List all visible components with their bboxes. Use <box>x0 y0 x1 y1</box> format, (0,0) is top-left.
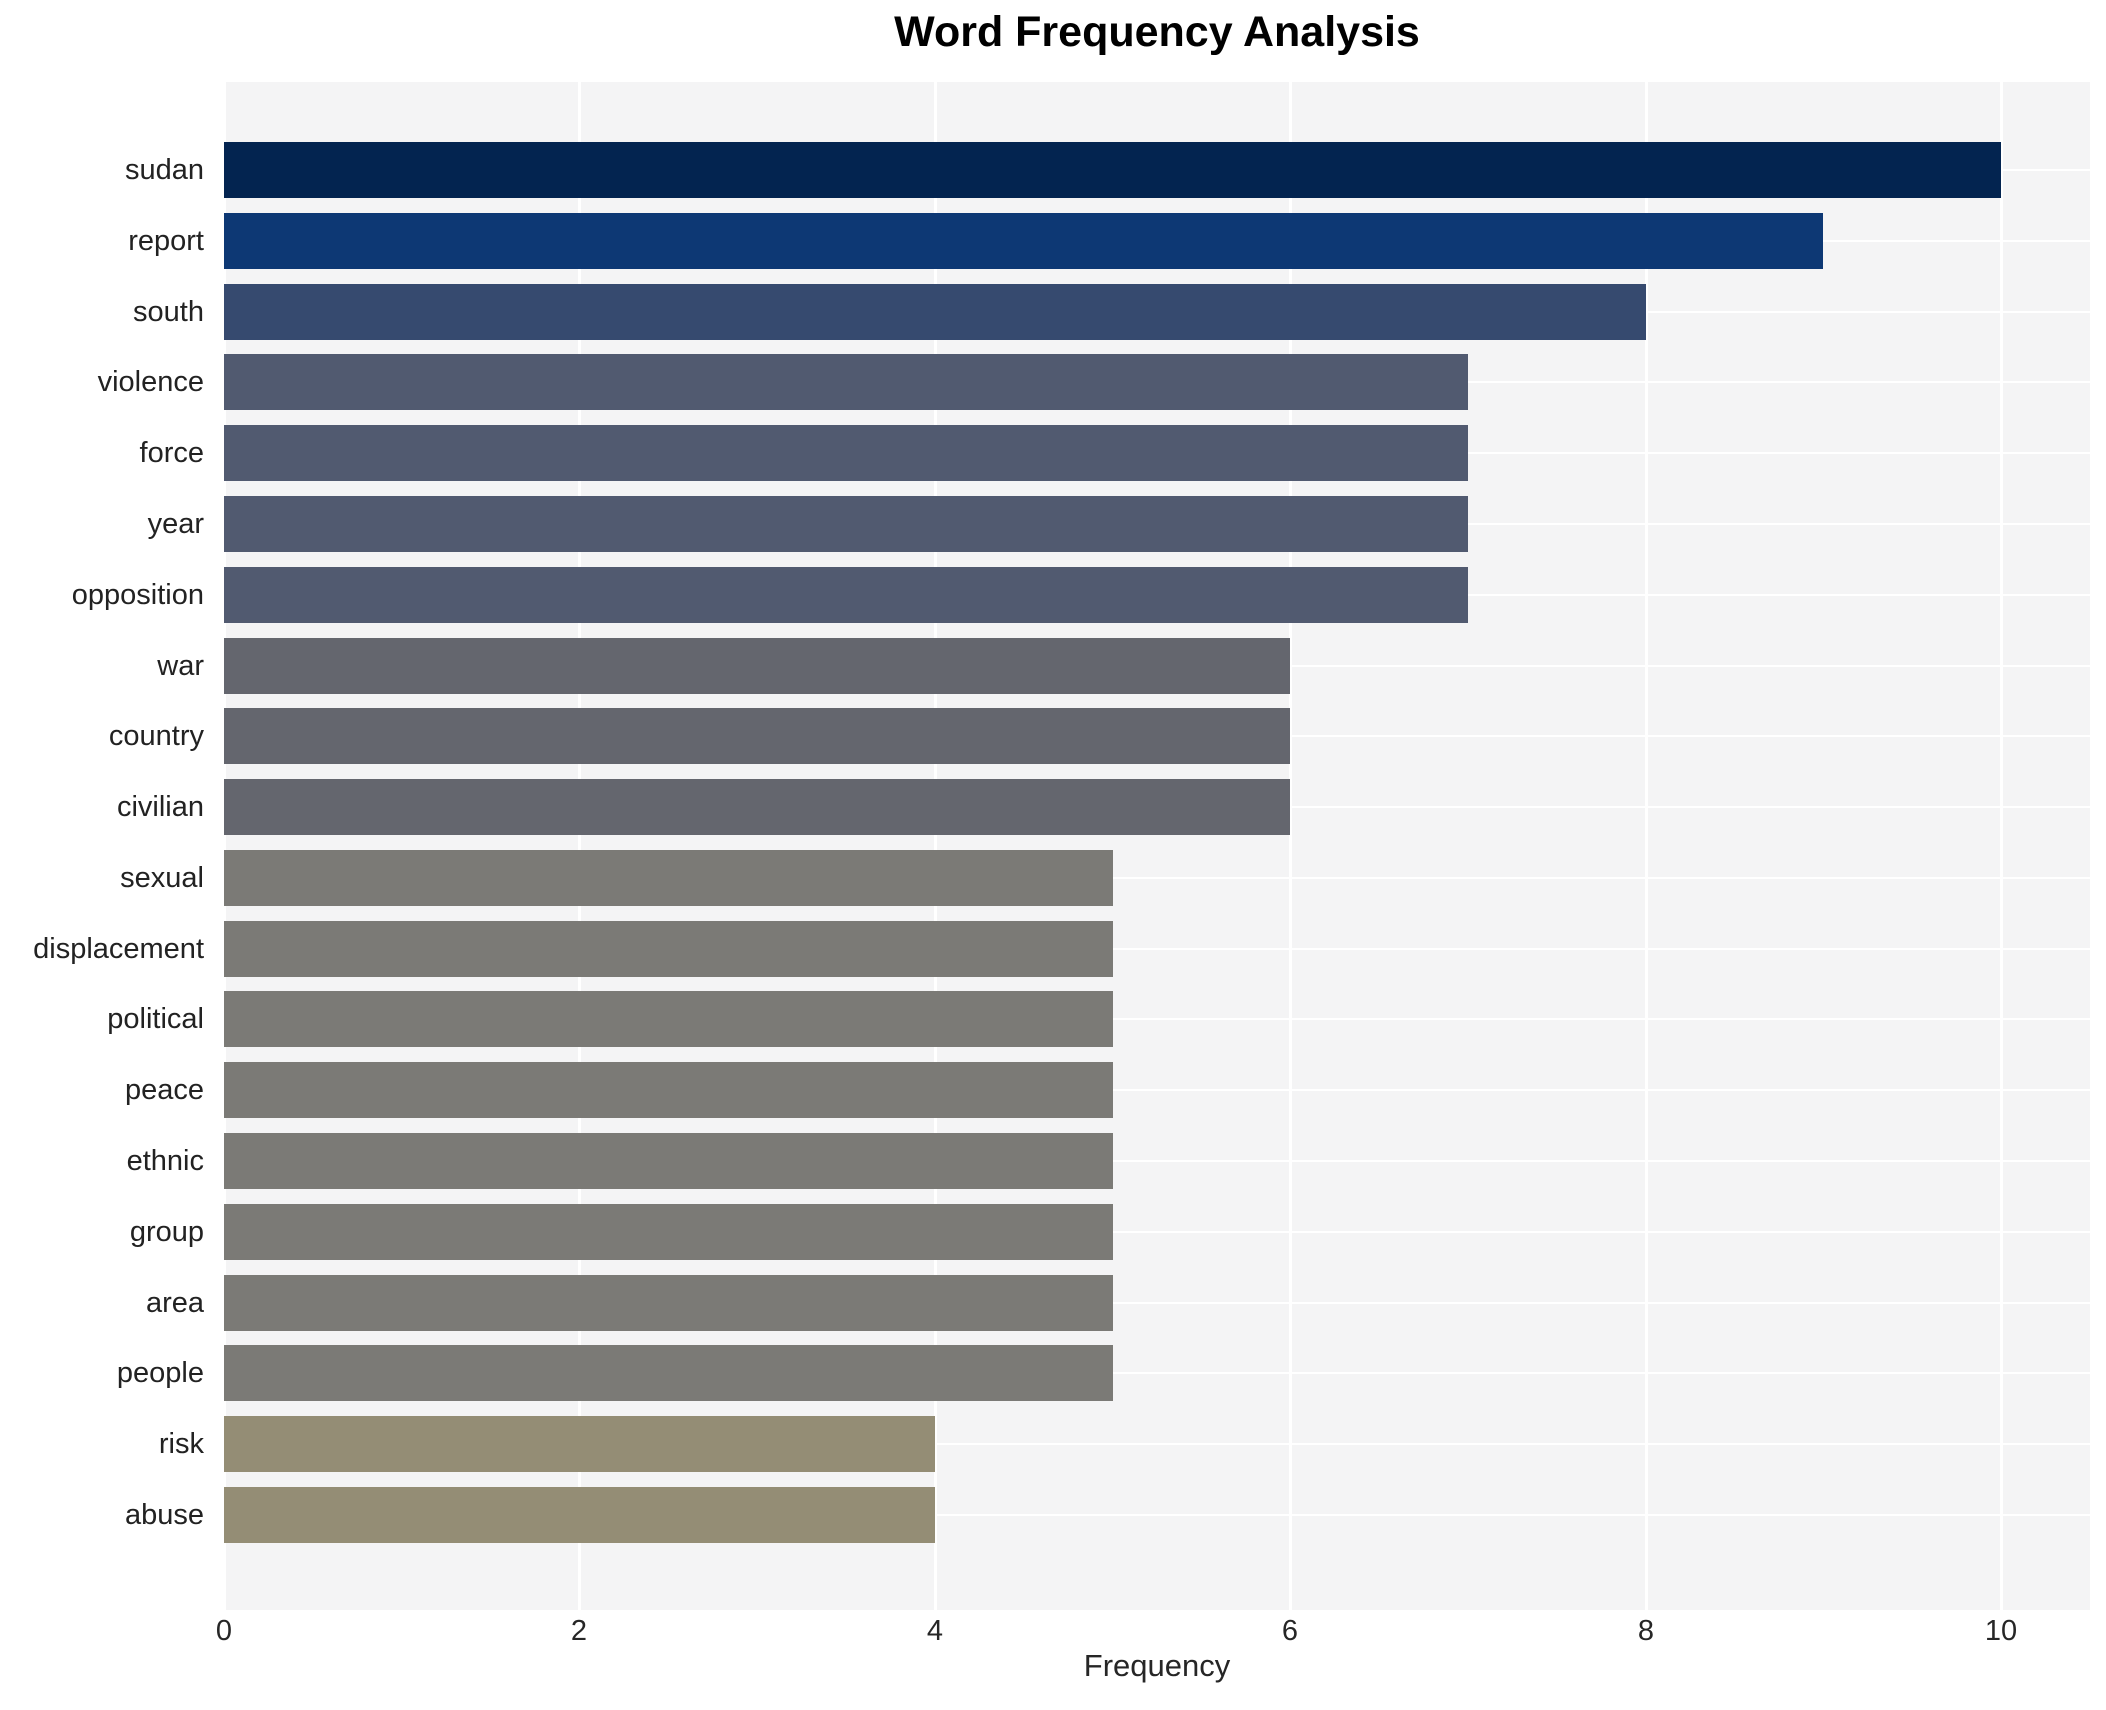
x-tick-label-8: 8 <box>1637 1615 1655 1647</box>
bar-civilian <box>224 779 1290 835</box>
bar-country <box>224 708 1290 764</box>
category-label-area: area <box>145 1287 204 1319</box>
bar-report <box>224 213 1823 269</box>
category-label-peace: peace <box>124 1074 204 1106</box>
x-axis-label: Frequency <box>1083 1648 1231 1683</box>
category-label-south: south <box>133 296 204 328</box>
y-gridline <box>224 1514 2090 1516</box>
category-label-opposition: opposition <box>71 579 204 611</box>
category-label-political: political <box>107 1003 204 1035</box>
bar-opposition <box>224 567 1468 623</box>
category-label-sudan: sudan <box>124 154 204 186</box>
category-label-group: group <box>129 1216 204 1248</box>
bar-political <box>224 991 1113 1047</box>
x-gridline <box>2000 82 2003 1610</box>
bar-ethnic <box>224 1133 1113 1189</box>
category-label-ethnic: ethnic <box>126 1145 204 1177</box>
x-gridline <box>1289 82 1292 1610</box>
x-tick-label-6: 6 <box>1281 1615 1299 1647</box>
y-gridline <box>224 1231 2090 1233</box>
y-gridline <box>224 948 2090 950</box>
category-label-country: country <box>108 720 204 752</box>
y-gridline <box>224 1302 2090 1304</box>
bar-people <box>224 1345 1113 1401</box>
bar-peace <box>224 1062 1113 1118</box>
category-label-risk: risk <box>158 1428 204 1460</box>
y-gridline <box>224 1372 2090 1374</box>
y-gridline <box>224 1018 2090 1020</box>
category-label-report: report <box>128 225 204 257</box>
y-gridline <box>224 1443 2090 1445</box>
y-gridline <box>224 1160 2090 1162</box>
bar-risk <box>224 1416 935 1472</box>
x-gridline <box>1645 82 1648 1610</box>
x-tick-label-0: 0 <box>215 1615 233 1647</box>
bar-violence <box>224 354 1468 410</box>
category-label-force: force <box>139 437 204 469</box>
bar-group <box>224 1204 1113 1260</box>
category-label-displacement: displacement <box>33 933 204 965</box>
bar-sudan <box>224 142 2001 198</box>
bar-area <box>224 1275 1113 1331</box>
bar-sexual <box>224 850 1113 906</box>
y-gridline <box>224 1089 2090 1091</box>
bar-war <box>224 638 1290 694</box>
x-tick-label-2: 2 <box>570 1615 588 1647</box>
category-label-violence: violence <box>97 366 204 398</box>
x-tick-label-4: 4 <box>926 1615 944 1647</box>
bar-abuse <box>224 1487 935 1543</box>
x-gridline <box>223 82 226 1610</box>
category-label-sexual: sexual <box>120 862 204 894</box>
category-label-people: people <box>116 1357 204 1389</box>
chart-title: Word Frequency Analysis <box>894 8 1420 56</box>
bar-force <box>224 425 1468 481</box>
category-label-civilian: civilian <box>116 791 204 823</box>
x-gridline <box>578 82 581 1610</box>
category-label-year: year <box>147 508 204 540</box>
category-label-abuse: abuse <box>124 1499 204 1531</box>
bar-year <box>224 496 1468 552</box>
x-tick-label-10: 10 <box>1984 1615 2018 1647</box>
bar-displacement <box>224 921 1113 977</box>
plot-area <box>223 82 2090 1610</box>
x-gridline <box>934 82 937 1610</box>
bar-south <box>224 284 1646 340</box>
category-label-war: war <box>157 650 204 682</box>
y-gridline <box>224 877 2090 879</box>
